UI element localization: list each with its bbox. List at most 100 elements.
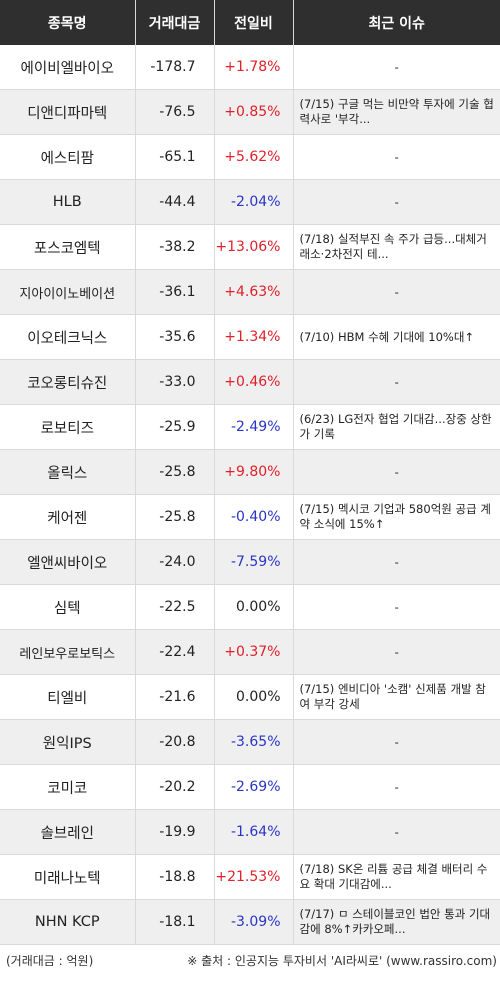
table-row: 로보티즈 -25.9 -2.49% (6/23) LG전자 협업 기대감...장중 상… xyxy=(0,404,500,450)
change-rate: +9.80% xyxy=(214,449,294,495)
change-rate: +0.85% xyxy=(214,89,294,135)
stock-name: 코오롱티슈진 xyxy=(0,359,136,405)
recent-issue-text: - xyxy=(394,554,399,569)
change-rate: -0.40% xyxy=(214,494,294,540)
stock-name: 심텍 xyxy=(0,584,136,630)
recent-issue-text: - xyxy=(394,374,399,389)
recent-issue-text: (6/23) LG전자 협업 기대감...장중 상한가 기록 xyxy=(299,412,492,441)
trade-volume: -22.5 xyxy=(135,584,215,630)
recent-issue: (7/17) ㅁ 스테이블코인 법안 통과 기대감에 8%↑카카오페... xyxy=(293,899,500,945)
recent-issue-text: (7/18) SK온 리튬 공급 체결 배터리 수요 확대 기대감에... xyxy=(299,862,488,891)
footer: (거래대금 : 억원) ※ 출처 : 인공지능 투자비서 'AI라씨로' (ww… xyxy=(0,945,500,969)
change-rate: +1.78% xyxy=(214,45,294,90)
change-rate: +0.37% xyxy=(214,629,294,675)
stock-name: 엘앤씨바이오 xyxy=(0,539,136,585)
change-rate: -3.65% xyxy=(214,719,294,765)
trade-volume: -24.0 xyxy=(135,539,215,585)
recent-issue-text: - xyxy=(394,59,399,74)
trade-volume: -19.9 xyxy=(135,809,215,855)
trade-volume: -38.2 xyxy=(135,224,215,270)
change-rate: +4.63% xyxy=(214,269,294,315)
table-row: 티엘비 -21.6 0.00% (7/15) 엔비디아 '소캠' 신제품 개발 참여 … xyxy=(0,674,500,720)
recent-issue: - xyxy=(293,45,500,90)
stock-name: 로보티즈 xyxy=(0,404,136,450)
recent-issue-text: - xyxy=(394,779,399,794)
table-row: 엘앤씨바이오 -24.0 -7.59% - xyxy=(0,539,500,585)
change-rate: 0.00% xyxy=(214,584,294,630)
table-row: 원익IPS -20.8 -3.65% - xyxy=(0,719,500,765)
trade-volume: -25.9 xyxy=(135,404,215,450)
recent-issue: - xyxy=(293,629,500,675)
recent-issue: - xyxy=(293,134,500,180)
change-rate: +13.06% xyxy=(214,224,294,270)
table-row: 코오롱티슈진 -33.0 +0.46% - xyxy=(0,359,500,405)
stock-name: HLB xyxy=(0,179,136,225)
table-row: NHN KCP -18.1 -3.09% (7/17) ㅁ 스테이블코인 법안 통과 … xyxy=(0,899,500,945)
recent-issue: - xyxy=(293,359,500,405)
change-rate: -3.09% xyxy=(214,899,294,945)
table-row: 심텍 -22.5 0.00% - xyxy=(0,584,500,630)
header-row: 종목명 거래대금 전일비 최근 이슈 xyxy=(0,0,500,45)
trade-volume: -18.1 xyxy=(135,899,215,945)
recent-issue-text: - xyxy=(394,284,399,299)
table-row: HLB -44.4 -2.04% - xyxy=(0,179,500,225)
change-rate: -1.64% xyxy=(214,809,294,855)
trade-volume: -33.0 xyxy=(135,359,215,405)
table-row: 에이비엘바이오 -178.7 +1.78% - xyxy=(0,45,500,90)
table-row: 에스티팜 -65.1 +5.62% - xyxy=(0,134,500,180)
stock-name: 티엘비 xyxy=(0,674,136,720)
header-name: 종목명 xyxy=(0,0,136,45)
trade-volume: -25.8 xyxy=(135,449,215,495)
change-rate: -7.59% xyxy=(214,539,294,585)
recent-issue: - xyxy=(293,539,500,585)
stock-name: 코미코 xyxy=(0,764,136,810)
stock-name: 솔브레인 xyxy=(0,809,136,855)
recent-issue-text: (7/17) ㅁ 스테이블코인 법안 통과 기대감에 8%↑카카오페... xyxy=(299,907,491,936)
recent-issue: - xyxy=(293,809,500,855)
table-row: 지아이이노베이션 -36.1 +4.63% - xyxy=(0,269,500,315)
trade-volume: -21.6 xyxy=(135,674,215,720)
table-row: 솔브레인 -19.9 -1.64% - xyxy=(0,809,500,855)
footer-source: ※ 출처 : 인공지능 투자비서 'AI라씨로' (www.rassiro.co… xyxy=(187,954,497,968)
recent-issue-text: (7/18) 실적부진 속 주가 급등...대체거래소·2차전지 테... xyxy=(299,232,487,261)
stock-name: 포스코엠텍 xyxy=(0,224,136,270)
stock-name: 에스티팜 xyxy=(0,134,136,180)
recent-issue: (7/15) 구글 먹는 비만약 투자에 기술 협력사로 '부각... xyxy=(293,89,500,135)
table-row: 케어젠 -25.8 -0.40% (7/15) 멕시코 기업과 580억원 공급 계약… xyxy=(0,494,500,540)
change-rate: -2.69% xyxy=(214,764,294,810)
recent-issue-text: - xyxy=(394,194,399,209)
recent-issue: (7/10) HBM 수혜 기대에 10%대↑ xyxy=(293,314,500,360)
trade-volume: -76.5 xyxy=(135,89,215,135)
recent-issue: - xyxy=(293,584,500,630)
change-rate: +21.53% xyxy=(214,854,294,900)
trade-volume: -20.2 xyxy=(135,764,215,810)
table-row: 디앤디파마텍 -76.5 +0.85% (7/15) 구글 먹는 비만약 투자에 기술… xyxy=(0,89,500,135)
change-rate: +0.46% xyxy=(214,359,294,405)
table-row: 포스코엠텍 -38.2 +13.06% (7/18) 실적부진 속 주가 급등...대… xyxy=(0,224,500,270)
stock-name: 미래나노텍 xyxy=(0,854,136,900)
recent-issue: (7/15) 엔비디아 '소캠' 신제품 개발 참여 부각 강세 xyxy=(293,674,500,720)
header-volume: 거래대금 xyxy=(135,0,215,45)
recent-issue-text: - xyxy=(394,824,399,839)
stock-name: 올릭스 xyxy=(0,449,136,495)
recent-issue-text: - xyxy=(394,644,399,659)
recent-issue: - xyxy=(293,269,500,315)
table-row: 이오테크닉스 -35.6 +1.34% (7/10) HBM 수혜 기대에 10%대↑ xyxy=(0,314,500,360)
recent-issue: (7/15) 멕시코 기업과 580억원 공급 계약 소식에 15%↑ xyxy=(293,494,500,540)
change-rate: +1.34% xyxy=(214,314,294,360)
stock-table: 종목명 거래대금 전일비 최근 이슈 에이비엘바이오 -178.7 +1.78% - 디… xyxy=(0,0,500,945)
recent-issue-text: - xyxy=(394,464,399,479)
table-row: 레인보우로보틱스 -22.4 +0.37% - xyxy=(0,629,500,675)
trade-volume: -18.8 xyxy=(135,854,215,900)
recent-issue-text: (7/15) 엔비디아 '소캠' 신제품 개발 참여 부각 강세 xyxy=(299,682,486,711)
trade-volume: -35.6 xyxy=(135,314,215,360)
table-row: 미래나노텍 -18.8 +21.53% (7/18) SK온 리튬 공급 체결 배터리… xyxy=(0,854,500,900)
stock-name: 이오테크닉스 xyxy=(0,314,136,360)
stock-name: 케어젠 xyxy=(0,494,136,540)
header-change: 전일비 xyxy=(214,0,294,45)
recent-issue: - xyxy=(293,719,500,765)
trade-volume: -36.1 xyxy=(135,269,215,315)
header-issue: 최근 이슈 xyxy=(293,0,500,45)
stock-name: 원익IPS xyxy=(0,719,136,765)
change-rate: -2.04% xyxy=(214,179,294,225)
